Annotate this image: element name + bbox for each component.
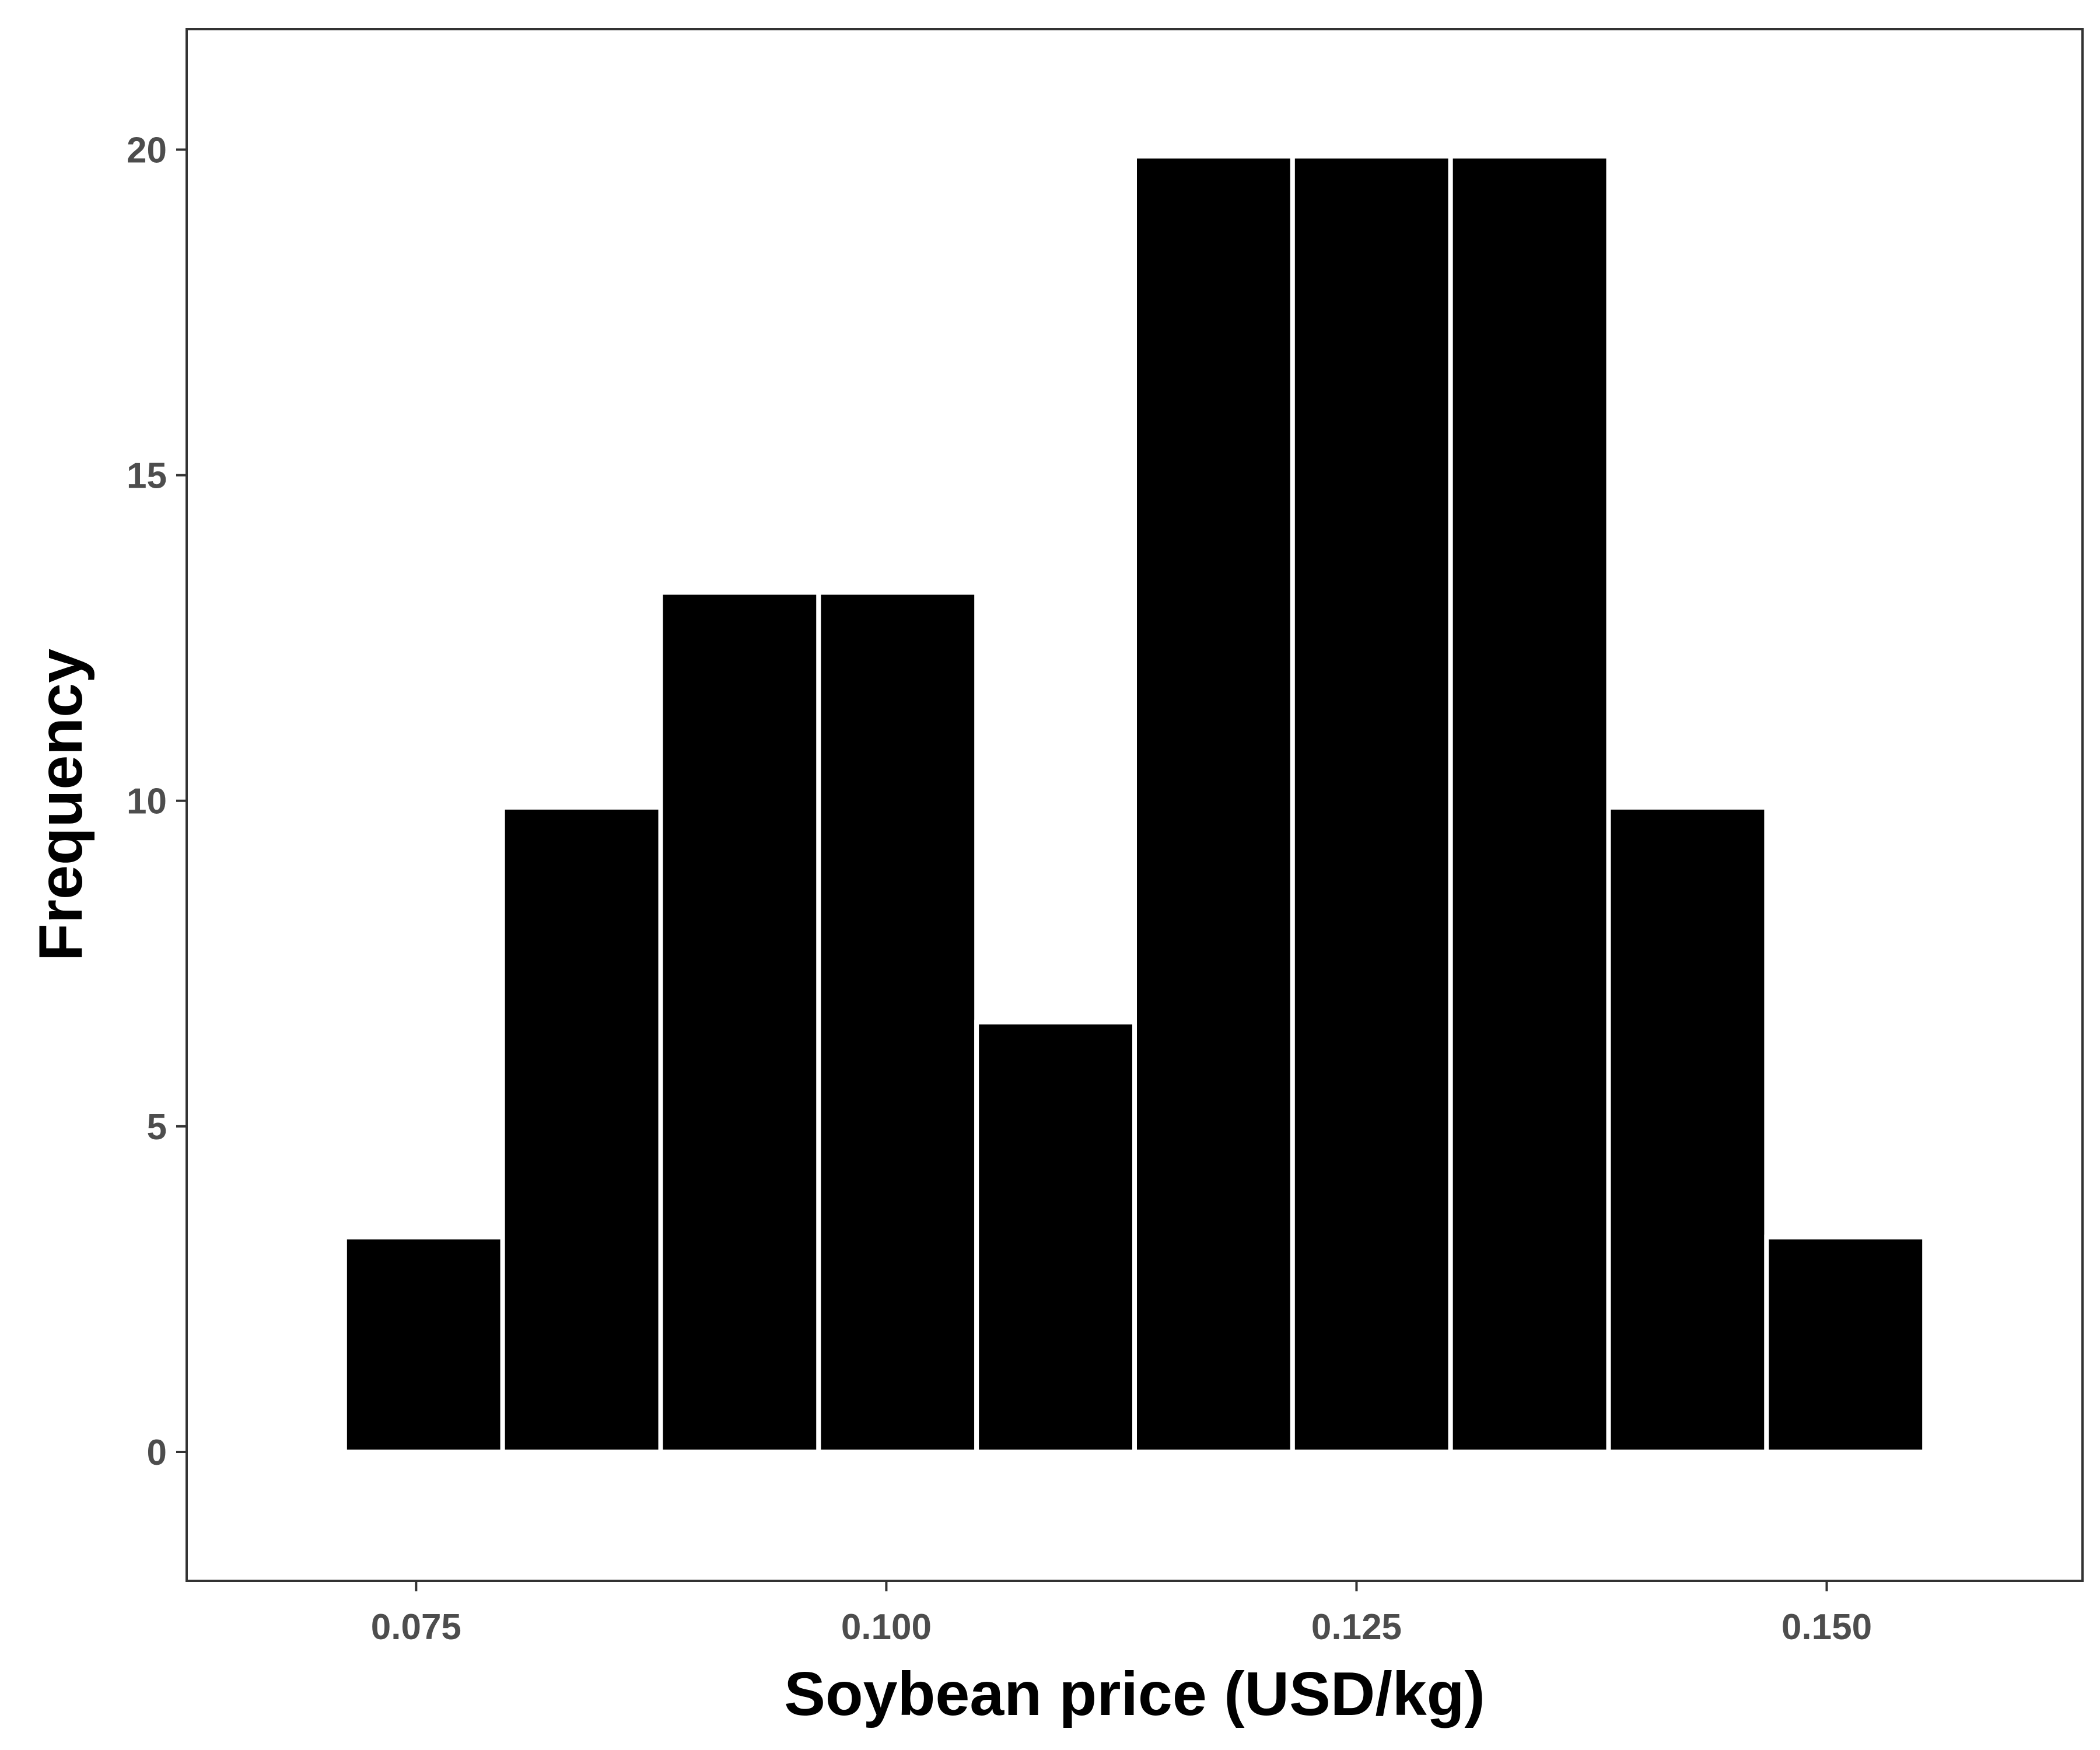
histogram-bar-5 xyxy=(974,1020,1137,1454)
y-axis: 0 5 10 15 20 xyxy=(127,131,187,1473)
y-tick-label: 0 xyxy=(147,1433,167,1473)
x-tick-label: 0.125 xyxy=(1311,1607,1402,1647)
x-tick-label: 0.100 xyxy=(841,1607,932,1647)
y-tick-label: 10 xyxy=(127,782,167,822)
histogram-bar-7 xyxy=(1290,153,1453,1454)
x-tick-label: 0.075 xyxy=(371,1607,461,1647)
x-axis-title: Soybean price (USD/kg) xyxy=(784,1660,1485,1728)
x-tick-label: 0.150 xyxy=(1782,1607,1872,1647)
x-axis: 0.075 0.100 0.125 0.150 xyxy=(371,1581,1872,1647)
histogram-bar-4 xyxy=(816,590,979,1454)
histogram-bar-2 xyxy=(500,804,663,1454)
y-tick-label: 15 xyxy=(127,456,167,496)
histogram-bar-3 xyxy=(658,590,821,1454)
histogram-bar-8 xyxy=(1448,153,1611,1454)
histogram-bar-1 xyxy=(342,1234,505,1454)
histogram-bar-9 xyxy=(1606,804,1769,1454)
panel-border xyxy=(186,28,2084,1582)
histogram-bar-10 xyxy=(1764,1234,1927,1454)
bars-layer xyxy=(342,153,1927,1454)
y-axis-title: Frequency xyxy=(26,649,95,961)
y-tick-label: 20 xyxy=(127,131,167,171)
histogram-bar-6 xyxy=(1132,153,1295,1454)
y-tick-label: 5 xyxy=(147,1107,167,1147)
